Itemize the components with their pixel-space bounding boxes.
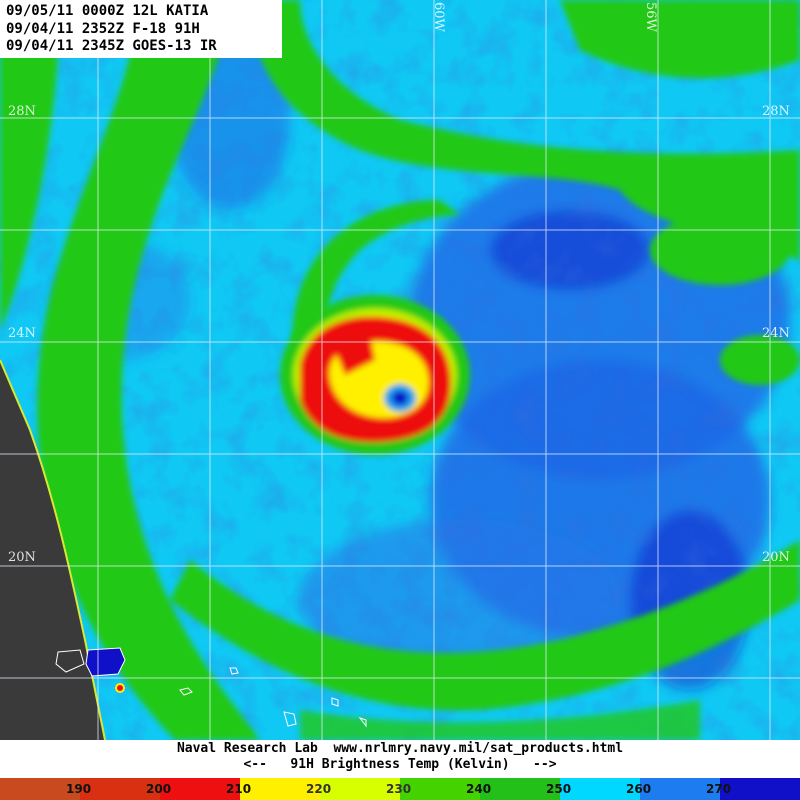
color-bar-label: 250 <box>546 782 572 796</box>
color-bar-segment: 250 <box>546 778 640 800</box>
lat-label-28n-left: 28N <box>8 104 36 119</box>
color-bar-segment: 200 <box>146 778 240 800</box>
lat-label-28n-right: 28N <box>762 104 790 119</box>
image-header: 09/05/11 0000Z 12L KATIA 09/04/11 2352Z … <box>0 0 282 58</box>
color-bar-segment: 230 <box>386 778 480 800</box>
color-bar-segment: 270 <box>706 778 800 800</box>
data-edge <box>0 359 106 740</box>
satellite-map: 28N 28N 24N 24N 20N 20N 60W 56W <box>0 0 800 740</box>
color-bar-segment: 220 <box>306 778 400 800</box>
color-bar-label: 190 <box>66 782 92 796</box>
island-puerto-rico <box>85 647 126 677</box>
color-bar-segment: 190 <box>66 778 160 800</box>
spiral-arm <box>292 200 460 370</box>
color-bar-label: 260 <box>626 782 652 796</box>
color-bar-label: 220 <box>306 782 332 796</box>
lat-label-20n-left: 20N <box>8 550 36 565</box>
island-hispaniola <box>55 649 85 673</box>
lon-label-56w: 56W <box>643 2 658 32</box>
island-small <box>115 683 125 693</box>
lon-label-60w: 60W <box>431 2 446 32</box>
header-line-1: 09/05/11 0000Z 12L KATIA <box>6 3 209 19</box>
hurricane-core <box>280 295 470 455</box>
color-bar-segment: 210 <box>226 778 320 800</box>
header-line-2: 09/04/11 2352Z F-18 91H <box>6 20 200 37</box>
land-area <box>0 360 105 740</box>
color-bar-label: 210 <box>226 782 252 796</box>
lat-label-20n-right: 20N <box>762 550 790 565</box>
warm-bands <box>0 0 800 740</box>
grid-lines <box>0 0 800 740</box>
color-bar-segment: 260 <box>626 778 720 800</box>
island-outlines <box>179 667 367 728</box>
color-bar-label: 270 <box>706 782 732 796</box>
color-bar-label: 240 <box>466 782 492 796</box>
color-bar-segment: 240 <box>466 778 560 800</box>
credit-line: Naval Research Lab www.nrlmry.navy.mil/s… <box>176 741 624 756</box>
color-bar-segment <box>0 778 80 800</box>
color-bar-label: 230 <box>386 782 412 796</box>
color-bar: 190 200 210 220 230 240 250 260 270 <box>0 778 800 800</box>
image-footer: Naval Research Lab www.nrlmry.navy.mil/s… <box>0 740 800 778</box>
color-bar-label: 200 <box>146 782 172 796</box>
header-line-3: 09/04/11 2345Z GOES-13 IR <box>6 38 217 54</box>
brightness-temp-image <box>0 0 800 740</box>
lat-label-24n-left: 24N <box>8 326 36 341</box>
lat-label-24n-right: 24N <box>762 326 790 341</box>
legend-title: <-- 91H Brightness Temp (Kelvin) --> <box>243 757 557 772</box>
